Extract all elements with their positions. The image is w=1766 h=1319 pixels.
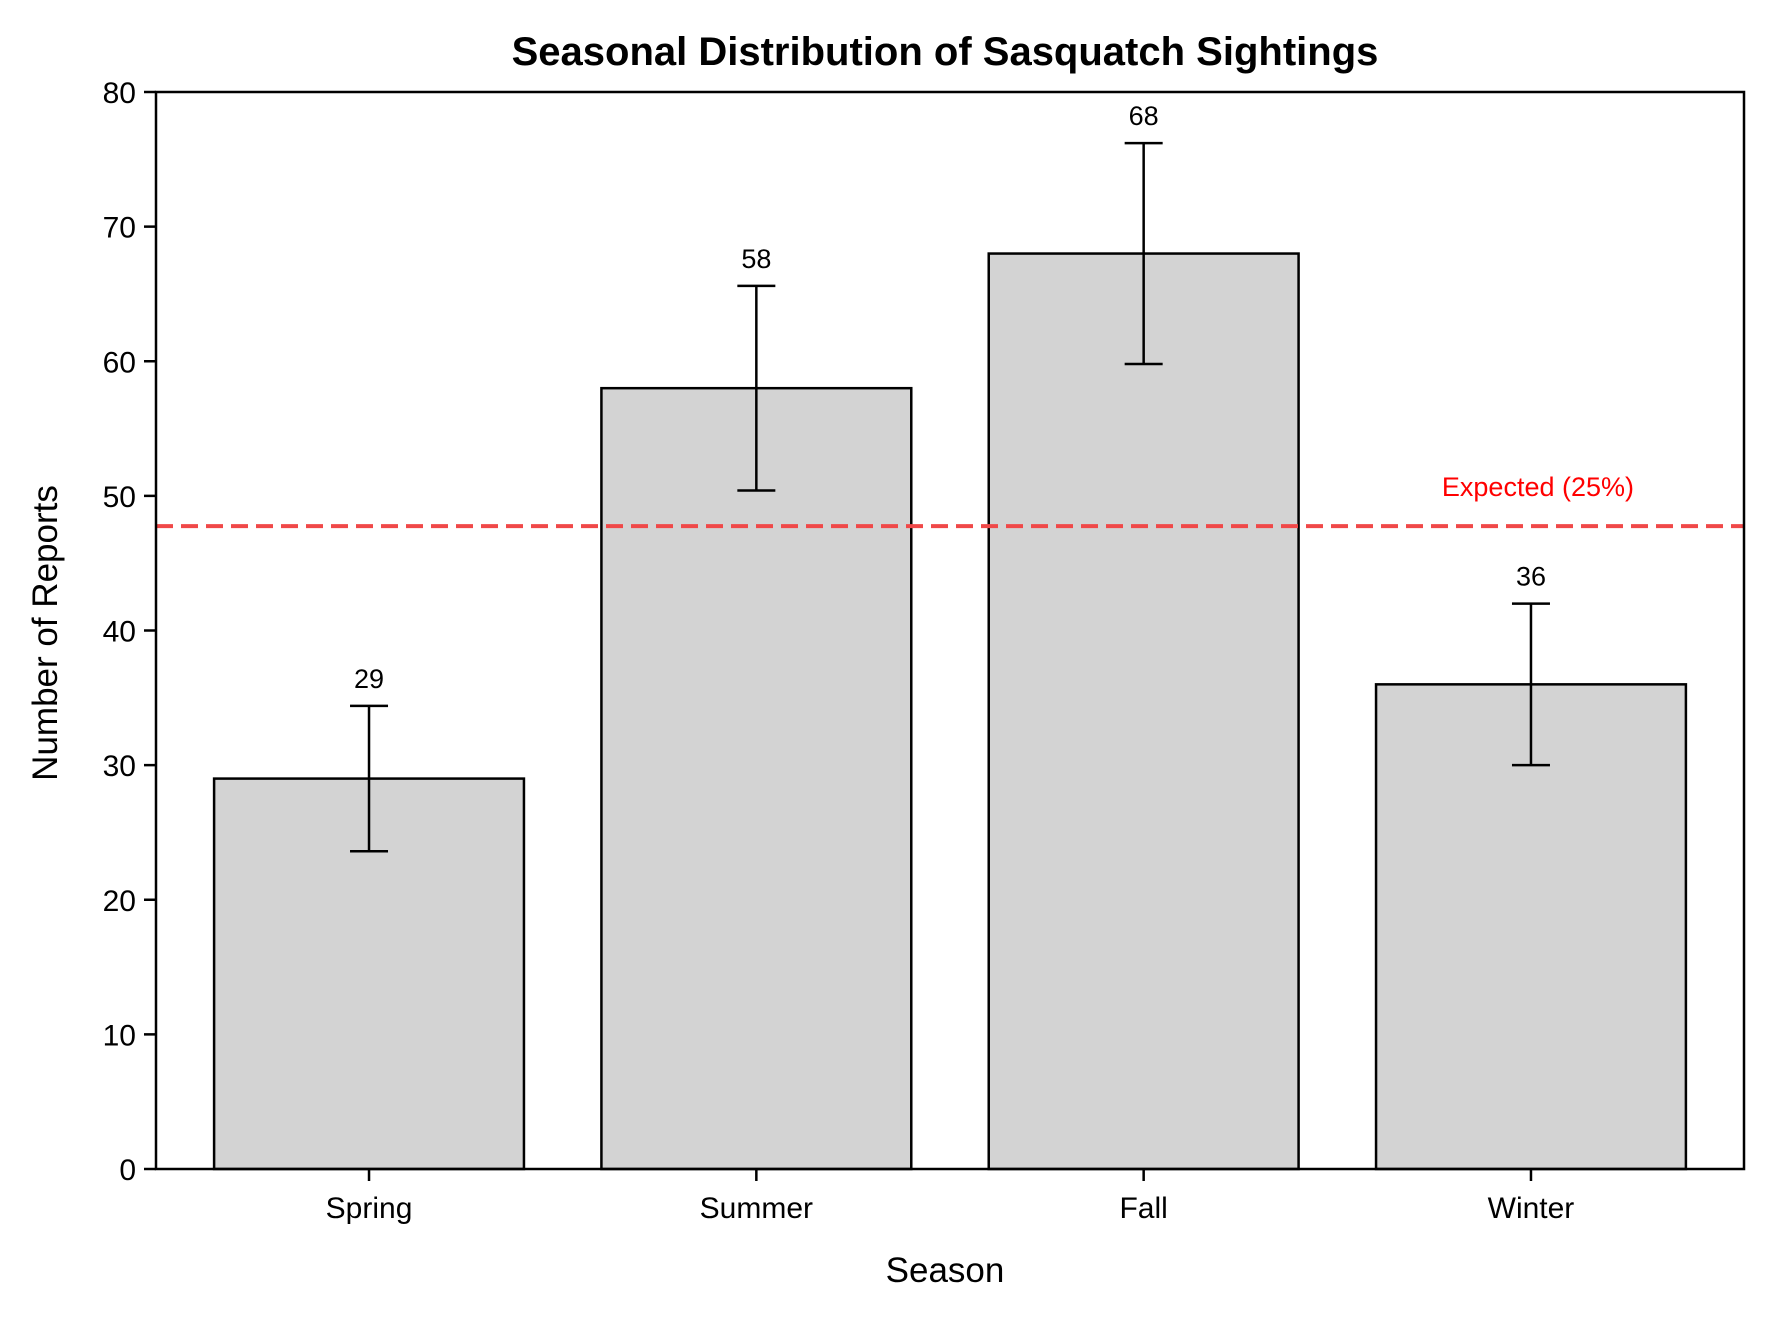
data-label-spring: 29 — [354, 664, 384, 694]
data-labels-layer: 29 58 68 36 — [354, 101, 1546, 694]
x-tick-label-summer: Summer — [700, 1192, 813, 1225]
data-label-winter: 36 — [1516, 562, 1546, 592]
expected-reference-label: Expected (25%) — [1442, 472, 1634, 502]
y-tick-label: 60 — [103, 346, 136, 379]
y-tick-label: 30 — [103, 750, 136, 783]
chart-title: Seasonal Distribution of Sasquatch Sight… — [512, 30, 1379, 74]
bar-summer — [600, 386, 913, 1171]
x-tick-label-fall: Fall — [1119, 1192, 1167, 1225]
error-bar-winter — [1511, 602, 1550, 767]
y-tick-label: 20 — [103, 885, 136, 918]
y-tick-label: 10 — [103, 1019, 136, 1052]
y-tick-label: 40 — [103, 616, 136, 649]
bar-fall — [987, 252, 1300, 1171]
data-label-fall: 68 — [1129, 101, 1159, 131]
data-label-summer: 58 — [741, 244, 771, 274]
y-tick-label: 80 — [103, 77, 136, 110]
error-bar-summer — [737, 284, 776, 492]
y-axis: 0 10 20 30 40 50 60 70 80 — [103, 77, 156, 1187]
x-tick-label-spring: Spring — [326, 1192, 413, 1225]
y-tick-label: 0 — [119, 1154, 136, 1187]
error-bar-spring — [350, 704, 389, 853]
error-bars-layer — [350, 141, 1550, 853]
x-tick-label-winter: Winter — [1488, 1192, 1575, 1225]
reference-layer: Expected (25%) — [156, 472, 1744, 529]
error-bar-fall — [1124, 141, 1163, 366]
bars-layer — [212, 252, 1688, 1171]
y-tick-label: 50 — [103, 481, 136, 514]
y-tick-label: 70 — [103, 212, 136, 245]
x-axis: Spring Summer Fall Winter — [326, 1169, 1575, 1225]
y-axis-label: Number of Reports — [26, 485, 65, 781]
x-axis-label: Season — [886, 1251, 1005, 1290]
